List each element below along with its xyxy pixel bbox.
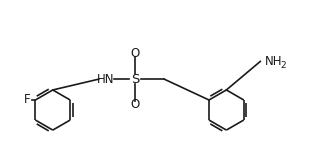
Text: S: S [131, 73, 139, 86]
Text: NH: NH [265, 55, 282, 68]
Text: O: O [130, 47, 140, 60]
Text: O: O [130, 98, 140, 111]
Text: 2: 2 [280, 61, 286, 70]
Text: F: F [24, 93, 31, 107]
Text: HN: HN [97, 73, 114, 86]
